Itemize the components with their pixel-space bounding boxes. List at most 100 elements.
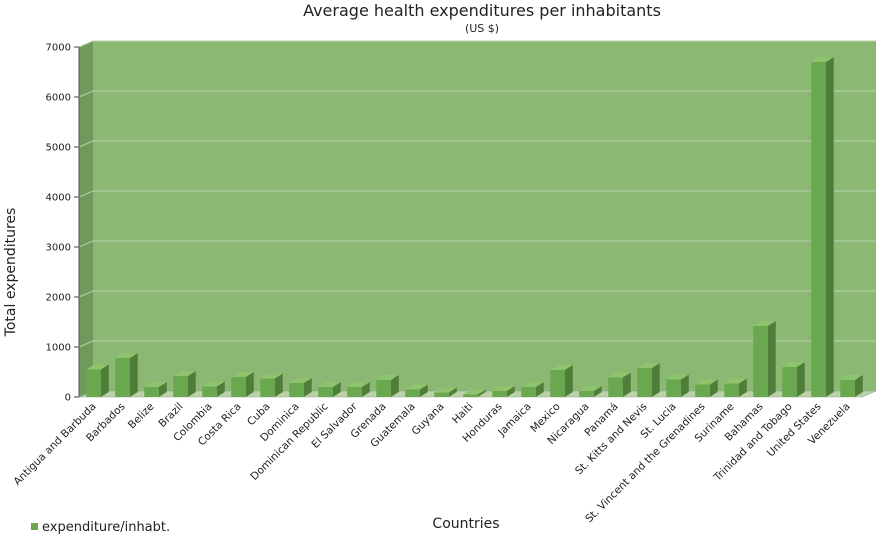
bar-front: [724, 383, 739, 397]
bar: [405, 384, 428, 397]
bar-top: [840, 375, 863, 380]
bar-top: [202, 381, 225, 387]
bar-side: [854, 375, 863, 397]
bar-side: [564, 365, 573, 397]
bar-side: [767, 321, 776, 397]
bar-top: [811, 57, 834, 62]
bar-side: [129, 353, 138, 397]
bars: [86, 57, 863, 397]
bar-top: [492, 386, 515, 391]
y-tick-label: 6000: [46, 93, 71, 104]
bar-front: [318, 387, 333, 397]
plot-side-wall: [79, 41, 93, 397]
bar: [695, 379, 718, 397]
bar-front: [347, 387, 362, 397]
bar: [811, 57, 834, 397]
y-tick-label: 2000: [46, 293, 71, 304]
bar-front: [86, 369, 101, 397]
bar-top: [724, 378, 747, 384]
bar: [782, 362, 805, 397]
bar: [463, 389, 486, 397]
bar-top: [434, 387, 457, 393]
bar-top: [376, 375, 399, 380]
bar-top: [637, 363, 660, 368]
bar-top: [782, 362, 805, 367]
bar: [579, 386, 602, 397]
bar: [318, 382, 341, 397]
bar-side: [274, 373, 283, 397]
bar-front: [666, 379, 681, 397]
x-category-label: Antigua and Barbuda: [11, 401, 98, 488]
bar-side: [651, 363, 660, 397]
y-tick-label: 7000: [46, 43, 71, 54]
x-axis-label: Countries: [432, 516, 499, 532]
bar-side: [303, 378, 312, 397]
bar: [840, 375, 863, 397]
bar-front: [463, 394, 478, 397]
bar-front: [782, 367, 797, 397]
bar: [376, 375, 399, 397]
bar-top: [608, 372, 631, 378]
x-category-label: Guyana: [409, 401, 446, 438]
bar-front: [231, 377, 246, 397]
chart-subtitle: (US $): [465, 22, 499, 35]
bar-side: [187, 371, 196, 397]
bar-side: [622, 372, 631, 397]
chart-title: Average health expenditures per inhabita…: [303, 1, 661, 20]
y-tick-label: 5000: [46, 143, 71, 154]
bar: [521, 382, 544, 397]
gridline-side: [78, 240, 94, 248]
bar-top: [753, 321, 776, 326]
bar-top: [86, 364, 109, 370]
bar-front: [550, 370, 565, 397]
bar-side: [506, 386, 515, 397]
x-category-label: Haiti: [450, 401, 476, 427]
bar-side: [825, 57, 834, 397]
bar-side: [680, 374, 689, 397]
y-axis-ticks: 0 1000 2000 3000 4000 5000 6000 7000: [46, 43, 80, 404]
bar-top: [463, 389, 486, 395]
bar: [260, 373, 283, 397]
bar: [608, 372, 631, 397]
bar-front: [579, 391, 594, 397]
y-tick-label: 0: [65, 393, 71, 404]
bar-top: [405, 384, 428, 390]
bar: [173, 371, 196, 397]
bar-side: [448, 387, 457, 397]
bar-top: [173, 371, 196, 376]
bar-side: [593, 386, 602, 397]
gridline-side: [78, 90, 94, 98]
bar-top: [695, 379, 718, 385]
gridline-side: [78, 290, 94, 298]
gridline-side: [78, 190, 94, 198]
bar-front: [608, 377, 623, 397]
bar-top: [550, 365, 573, 370]
x-category-label: Belize: [126, 401, 157, 432]
bar-front: [637, 368, 652, 397]
bar-top: [231, 372, 254, 377]
bar-front: [173, 376, 188, 397]
bar-top: [666, 374, 689, 380]
bar-top: [347, 382, 370, 387]
bar: [289, 378, 312, 397]
bar: [434, 387, 457, 397]
bar: [724, 378, 747, 397]
y-tick-label: 1000: [46, 343, 71, 354]
bar-front: [695, 384, 710, 397]
bar: [231, 372, 254, 397]
bar-side: [796, 362, 805, 397]
bar-side: [245, 372, 254, 397]
bar-top: [144, 382, 167, 387]
gridline-side: [78, 340, 94, 348]
legend-swatch: [31, 523, 38, 530]
bar: [202, 381, 225, 397]
bar-front: [753, 326, 768, 397]
bar-front: [492, 391, 507, 397]
bar: [753, 321, 776, 397]
bar: [637, 363, 660, 397]
gridline-side: [78, 40, 94, 48]
bar-top: [115, 353, 138, 358]
